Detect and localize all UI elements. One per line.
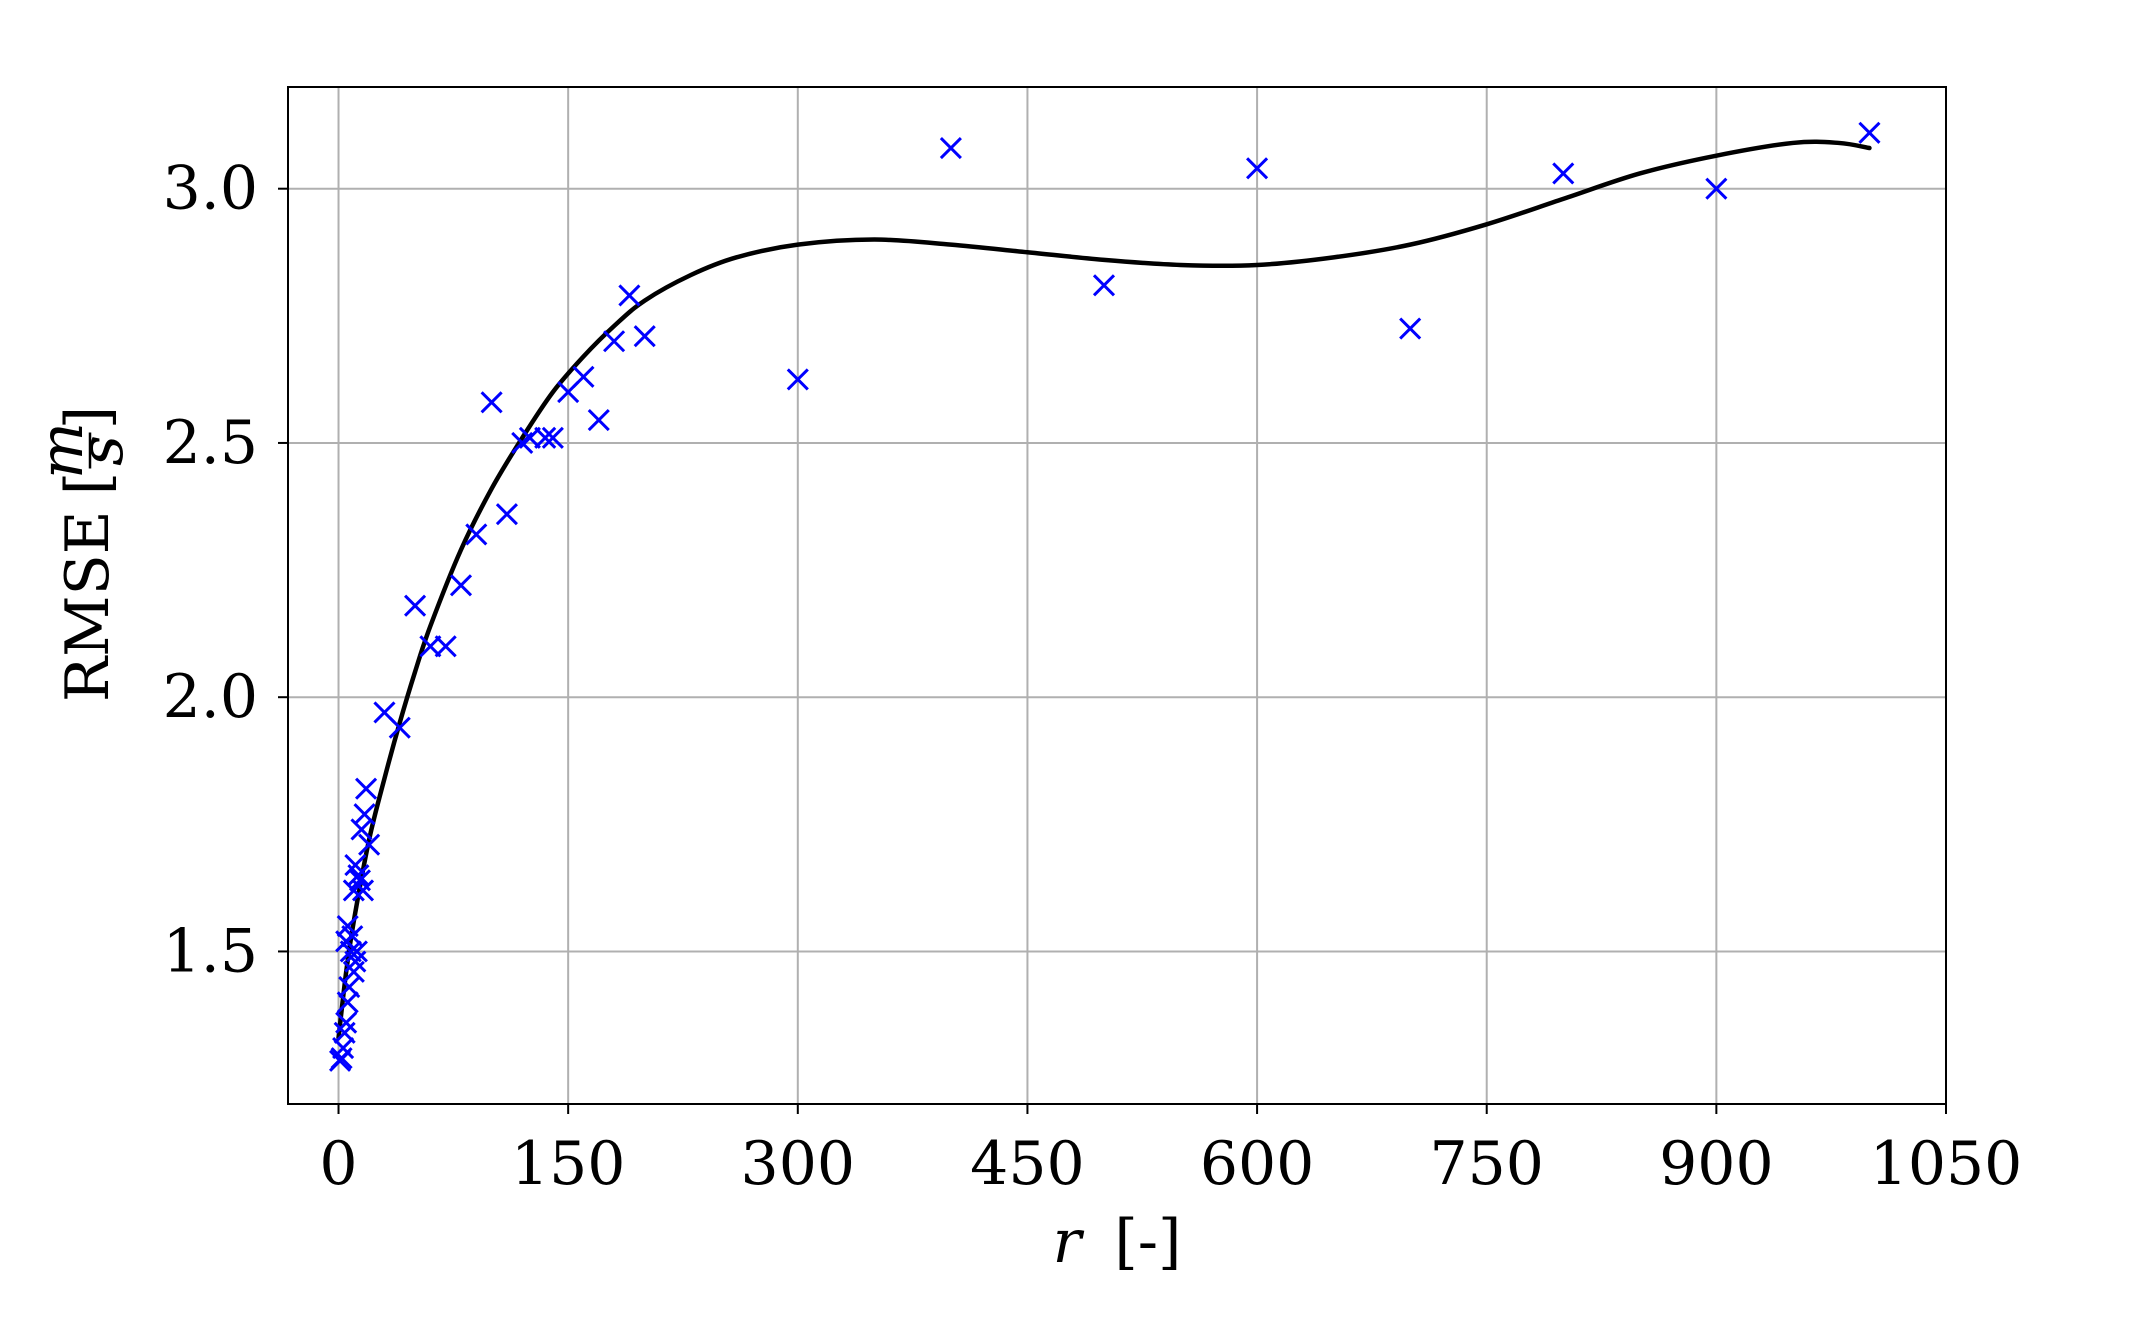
scatter-point [1092,274,1116,297]
scatter-point [351,879,375,902]
scatter-points [328,121,1881,1072]
x-tick-label: 300 [741,1129,856,1199]
scatter-point [335,1011,358,1034]
x-tick-label: 750 [1429,1129,1544,1199]
scatter-point [1705,177,1728,200]
y-axis-label: RMSE [ m s ] [27,406,137,702]
scatter-point [618,284,641,307]
y-tick-label: 2.5 [163,408,258,478]
scatter-point [449,574,473,597]
x-axis-label: r [-] [1053,1207,1182,1277]
y-unit-bracket-close: ] [53,406,123,429]
scatter-point [338,975,361,999]
x-tick-label: 150 [511,1129,626,1199]
scatter-point [534,426,557,449]
fit-curve-line [336,139,1872,1041]
scatter-point [786,368,809,391]
scatter-point [465,523,488,546]
y-unit-numerator: m [27,422,97,479]
x-tick-label: 900 [1659,1129,1774,1199]
scatter-point [572,365,595,388]
scatter-point [1246,157,1269,180]
scatter-point [1858,121,1881,144]
scatter-point [341,925,364,948]
x-axis-variable: r [1053,1207,1085,1277]
y-tick-label: 3.0 [163,154,258,224]
scatter-point [347,864,370,887]
x-tick-label: 0 [319,1129,357,1199]
scatter-point [603,330,626,353]
scatter-point [541,426,564,449]
scatter-point [404,594,427,617]
y-axis-label-text: RMSE [53,511,123,703]
scatter-point [495,503,518,526]
y-axis-unit: [ m s ] [27,406,137,495]
y-unit-denominator: s [67,435,137,466]
scatter-point [633,325,656,348]
fit-curve-layer [336,139,1872,1041]
scatter-point [355,777,378,800]
plot-frame [287,86,1947,1105]
x-tick-label: 450 [970,1129,1085,1199]
scatter-point [939,136,962,160]
x-tick-label: 1050 [1870,1129,2023,1199]
scatter-point [345,940,368,963]
y-unit-bracket-open: [ [53,472,123,495]
x-tick-label: 600 [1200,1129,1315,1199]
scatter-point [434,635,457,658]
y-tick-label: 2.0 [163,662,258,732]
axis-ticks: 0 150 300 450 600 750 900 1050 1.5 2.0 2.5 3.0 [163,154,2023,1199]
scatter-point [388,716,411,739]
scatter-point [587,409,610,432]
scatter-point [1552,162,1575,185]
scatter-point [353,803,376,826]
scatter-point [480,391,503,414]
scatter-point [342,879,365,902]
scatter-point [358,833,381,856]
y-tick-label: 1.5 [163,916,258,986]
x-axis-unit: [-] [1114,1207,1181,1277]
scatter-point [1399,317,1422,340]
